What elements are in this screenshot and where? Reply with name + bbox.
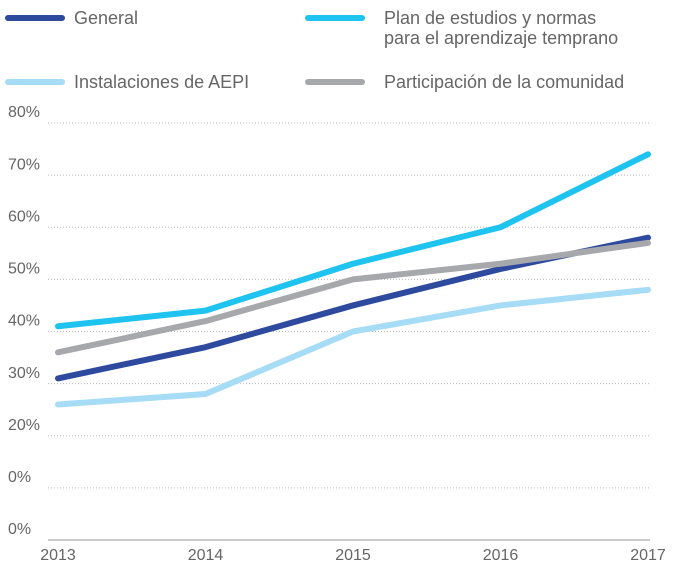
y-tick-label: 30% bbox=[8, 365, 40, 382]
y-tick-label: 60% bbox=[8, 208, 40, 225]
legend-label: Plan de estudios y normas para el aprend… bbox=[384, 8, 619, 48]
series-line bbox=[55, 286, 651, 408]
x-tick-label: 2014 bbox=[188, 547, 224, 564]
series-line bbox=[55, 151, 651, 330]
y-tick-label: 50% bbox=[8, 261, 40, 278]
y-tick-label: 80% bbox=[8, 104, 40, 121]
x-tick-label: 2013 bbox=[40, 547, 76, 564]
series-line bbox=[55, 234, 651, 382]
series-line bbox=[55, 239, 651, 356]
y-tick-label: 20% bbox=[8, 417, 40, 434]
x-tick-label: 2017 bbox=[630, 547, 666, 564]
legend-label: General bbox=[74, 8, 139, 28]
legend-label: Participación de la comunidad bbox=[384, 72, 625, 92]
x-tick-label: 2015 bbox=[335, 547, 371, 564]
x-tick-label: 2016 bbox=[483, 547, 519, 564]
y-tick-label: 40% bbox=[8, 313, 40, 330]
y-tick-label: 70% bbox=[8, 156, 40, 173]
legend-label: Instalaciones de AEPI bbox=[74, 72, 250, 92]
y-tick-label: 0% bbox=[8, 521, 31, 538]
y-tick-label: 0% bbox=[8, 469, 31, 486]
